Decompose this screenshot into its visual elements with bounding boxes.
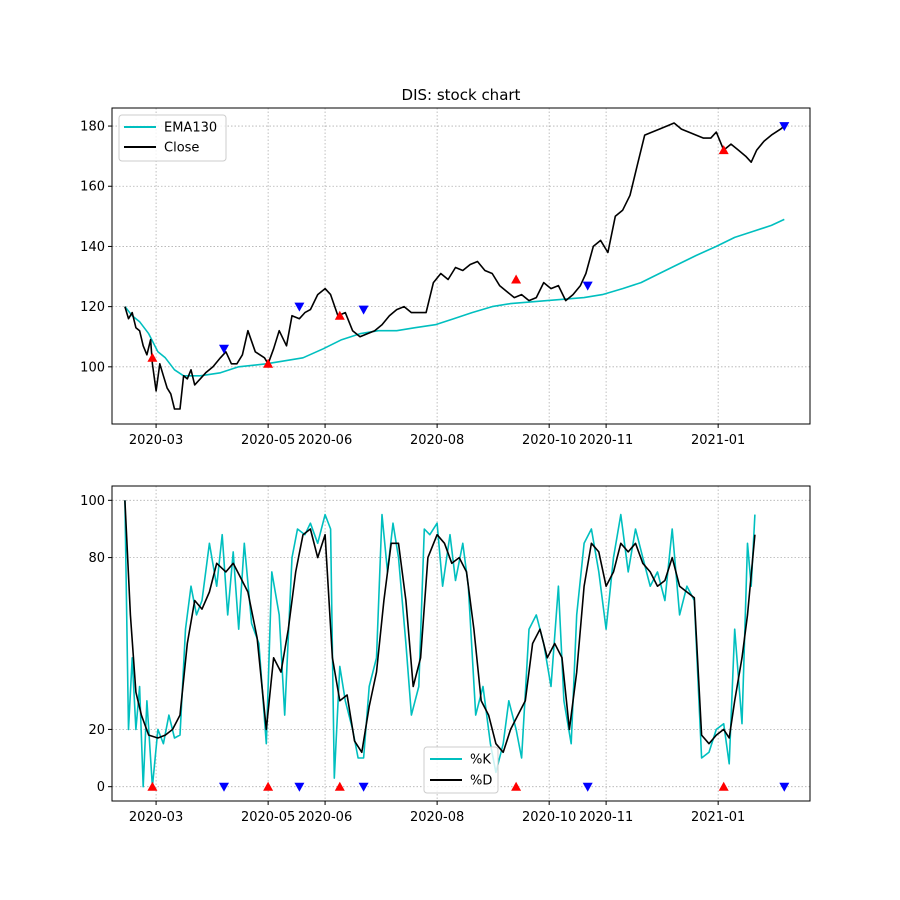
stochastic-x-axis: 2020-03 2020-05 2020-06 2020-08 2020-10 2020-… — [129, 801, 745, 825]
price-x-axis: 2020-03 2020-05 2020-06 2020-08 2020-10 2020-… — [129, 424, 745, 448]
stochastic-x-tick-label: 2021-01 — [691, 810, 745, 825]
stochastic-buy-marker — [147, 781, 158, 791]
price-y-axis: 100 120 140 160 180 — [80, 120, 112, 375]
series-line-d — [124, 500, 756, 754]
price-x-tick-label: 2020-10 — [522, 433, 576, 448]
price-x-tick-label: 2020-11 — [579, 433, 633, 448]
stochastic-x-tick-label: 2020-11 — [579, 810, 633, 825]
stochastic-sell-marker — [779, 782, 790, 792]
price-sell-marker — [219, 344, 229, 354]
price-y-tick-label: 100 — [80, 360, 105, 375]
series-line-ema130 — [124, 218, 785, 377]
price-buy-marker — [263, 358, 274, 368]
stochastic-sell-marker — [294, 782, 305, 792]
price-x-tick-label: 2020-08 — [410, 433, 464, 448]
price-sell-marker — [582, 281, 593, 291]
stochastic-y-tick-label: 20 — [88, 723, 105, 738]
series-line-k — [124, 500, 756, 788]
price-axes-frame — [111, 107, 811, 425]
price-grid — [112, 108, 810, 424]
legend-label-d: %D — [470, 774, 492, 789]
stochastic-x-tick-label: 2020-06 — [298, 810, 352, 825]
price-x-tick-label: 2020-06 — [298, 433, 352, 448]
legend-label-close: Close — [164, 141, 199, 156]
price-panel: DIS: stock chart 2020-03 2020-05 2020-06 20… — [80, 86, 811, 448]
stochastic-legend: %K %D — [423, 746, 499, 794]
stochastic-panel: 2020-03 2020-05 2020-06 2020-08 2020-10 2020-… — [80, 485, 811, 825]
stochastic-y-tick-label: 100 — [80, 494, 105, 509]
stochastic-buy-marker — [511, 781, 522, 791]
price-buy-marker — [511, 274, 522, 284]
chart-title: DIS: stock chart — [402, 86, 521, 104]
stochastic-y-tick-label: 80 — [88, 551, 105, 566]
stochastic-x-tick-label: 2020-03 — [129, 810, 183, 825]
legend-label-ema130: EMA130 — [164, 121, 217, 136]
stochastic-series — [124, 500, 756, 788]
price-sell-marker — [294, 302, 305, 312]
price-sell-marker — [779, 122, 790, 132]
stochastic-axes-frame — [111, 485, 811, 802]
stochastic-sell-marker — [219, 782, 229, 792]
price-x-tick-label: 2020-03 — [129, 433, 183, 448]
stochastic-x-tick-label: 2020-05 — [241, 810, 295, 825]
stochastic-markers — [147, 781, 790, 792]
price-buy-marker — [147, 352, 158, 362]
series-line-close — [124, 122, 785, 410]
legend-label-k: %K — [470, 753, 491, 768]
stochastic-y-axis: 0 20 80 100 — [80, 494, 112, 795]
price-x-tick-label: 2020-05 — [241, 433, 295, 448]
price-legend: EMA130 Close — [118, 114, 227, 162]
price-y-tick-label: 120 — [80, 300, 105, 315]
stochastic-buy-marker — [718, 781, 729, 791]
price-series — [124, 122, 785, 410]
price-y-tick-label: 140 — [80, 240, 105, 255]
stochastic-x-tick-label: 2020-08 — [410, 810, 464, 825]
stochastic-sell-marker — [358, 782, 369, 792]
price-buy-marker — [718, 145, 729, 155]
stochastic-buy-marker — [334, 781, 345, 791]
price-buy-marker — [334, 310, 345, 320]
price-y-tick-label: 180 — [80, 120, 105, 135]
price-sell-marker — [358, 305, 369, 315]
stochastic-x-tick-label: 2020-10 — [522, 810, 576, 825]
stochastic-buy-marker — [263, 781, 274, 791]
price-markers — [147, 122, 790, 368]
price-x-tick-label: 2021-01 — [691, 433, 745, 448]
stochastic-y-tick-label: 0 — [97, 780, 105, 795]
stochastic-sell-marker — [582, 782, 593, 792]
price-y-tick-label: 160 — [80, 180, 105, 195]
